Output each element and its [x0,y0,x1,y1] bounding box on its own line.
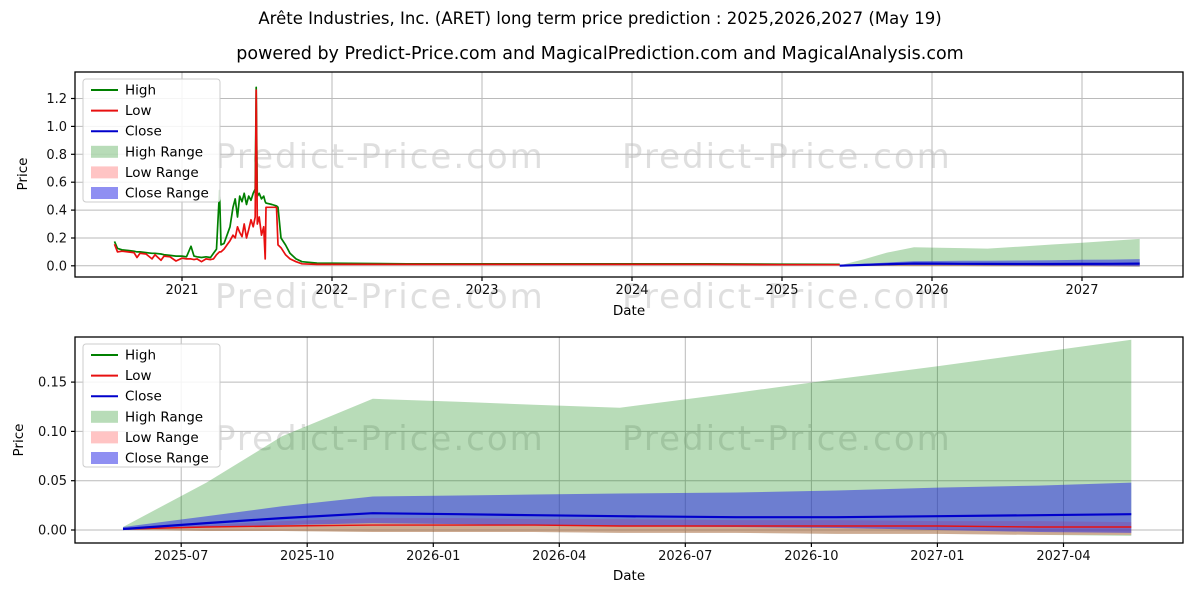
top-y-axis-label: Price [15,157,31,191]
watermarks: Predict-Price.com Predict-Price.com Predic… [215,137,952,317]
close-range-band [123,482,1132,533]
prediction-bands [839,238,1140,267]
watermark-text: Predict-Price.com [215,137,545,177]
legend-swatch-low-range [91,166,118,179]
legend-label: Close [125,389,162,405]
close-line [122,512,1132,531]
x-tick-label: 2025-10 [280,549,334,564]
legend-label: Low [125,103,152,119]
watermarks: Predict-Price.com Predict-Price.com [215,419,952,459]
legend-label: High [125,348,156,364]
x-tick-label: 2025-07 [154,549,208,564]
plot-border [74,336,1184,544]
y-tick-label: 1.0 [46,120,67,135]
x-tick-label: 2026-04 [532,549,586,564]
prediction-bands [123,339,1132,536]
x-tick-label: 2027-04 [1036,549,1090,564]
x-tick-label: 2024 [615,283,648,298]
x-axis-ticks: 2025-07 2025-10 2026-01 2026-04 2026-07 2026-… [154,543,1091,564]
bottom-y-axis-label: Price [11,423,27,457]
y-tick-label: 0.15 [38,376,67,391]
x-tick-label: 2027 [1065,283,1098,298]
y-axis-ticks: 0.0 0.2 0.4 0.6 0.8 1.0 1.2 [46,92,75,274]
x-tick-label: 2025 [765,283,798,298]
legend-swatch-high-range [91,410,118,423]
y-tick-label: 0.00 [38,524,67,539]
x-tick-label: 2026-07 [658,549,712,564]
y-tick-label: 1.2 [46,92,67,107]
x-tick-label: 2021 [165,283,198,298]
y-tick-label: 0.8 [46,148,67,163]
low-line [113,89,840,266]
legend-swatch-close-range [91,187,118,199]
legend: High Low Close High Range Low Range Close Ran… [82,78,221,203]
chart-subtitle: powered by Predict-Price.com and Magical… [236,44,964,64]
y-tick-label: 0.2 [46,232,67,247]
bottom-x-axis-label: Date [612,568,646,584]
y-tick-label: 0.0 [46,259,67,274]
watermark-text: Predict-Price.com [622,419,952,459]
y-tick-label: 0.6 [46,176,67,191]
legend: High Low Close High Range Low Range Close Ran… [82,343,221,468]
top-chart: Predict-Price.com Predict-Price.com Predic… [46,71,1184,317]
x-tick-label: 2026-01 [406,549,460,564]
legend-label: High Range [125,144,203,160]
legend-label: Low [125,368,152,384]
series-lines [122,512,1132,531]
x-tick-label: 2026-10 [784,549,838,564]
legend-label: Close Range [125,186,209,202]
y-tick-label: 0.05 [38,474,67,489]
legend-label: Low Range [125,430,199,446]
legend-label: High Range [125,409,203,425]
legend-swatch-close-range [91,452,118,464]
watermark-text: Predict-Price.com [622,137,952,177]
y-tick-label: 0.4 [46,204,67,219]
x-tick-label: 2026 [915,283,948,298]
watermark-text: Predict-Price.com [215,419,545,459]
y-axis-ticks: 0.00 0.05 0.10 0.15 [38,376,75,539]
high-line [113,86,840,266]
watermark-text: Predict-Price.com [215,277,545,317]
plot-border [74,71,1184,278]
gridlines [75,72,1183,277]
watermark-text: Predict-Price.com [622,277,952,317]
legend-label: Close [125,124,162,140]
legend-label: Low Range [125,165,199,181]
high-range-band [123,339,1132,536]
legend-swatch-low-range [91,431,118,444]
x-axis-ticks: 2021 2022 2023 2024 2025 2026 2027 [165,277,1099,298]
series-lines [113,86,1140,267]
y-tick-label: 0.10 [38,425,67,440]
x-tick-label: 2023 [465,283,498,298]
x-tick-label: 2022 [315,283,348,298]
legend-label: High [125,83,156,99]
top-x-axis-label: Date [612,303,646,319]
x-tick-label: 2027-01 [910,549,964,564]
legend-swatch-high-range [91,145,118,158]
close-line [839,262,1140,267]
low-prediction-line [122,524,1132,530]
legend-label: Close Range [125,451,209,467]
high-range-band [839,238,1140,267]
bottom-chart: Predict-Price.com Predict-Price.com 2025-0… [38,336,1184,564]
chart-title: Arête Industries, Inc. (ARET) long term … [258,9,942,28]
